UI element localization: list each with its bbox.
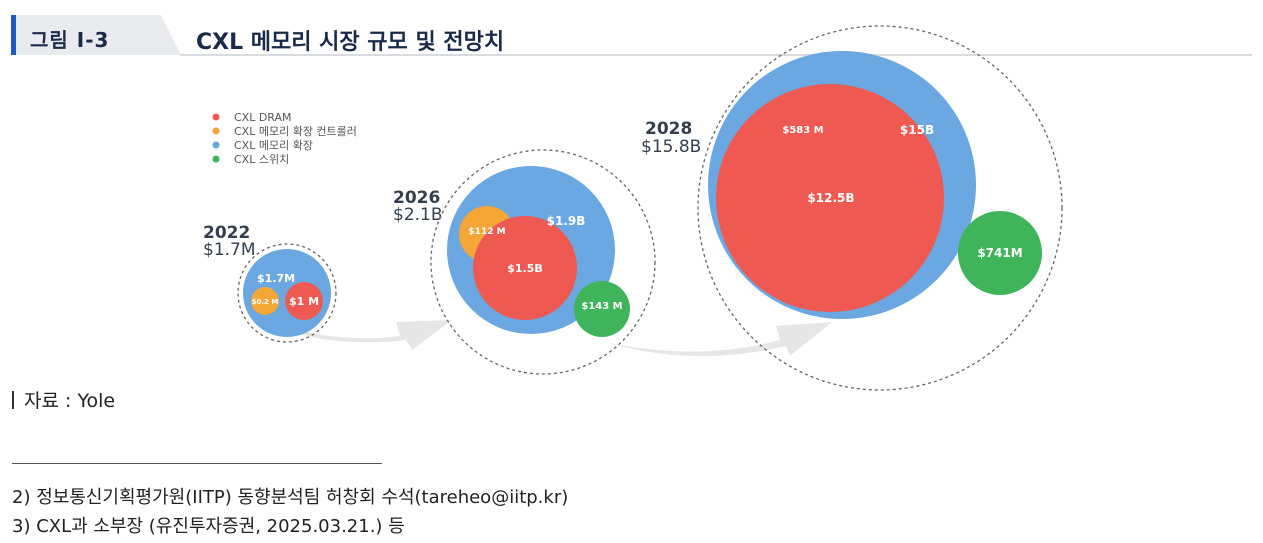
label-controller-2026: $112 M bbox=[468, 227, 505, 237]
header-rule bbox=[180, 54, 1252, 56]
figure-header: 그림 I-3 CXL 메모리 시장 규모 및 전망치 bbox=[0, 10, 1252, 58]
label-dram-2022: $1 M bbox=[289, 295, 319, 308]
bubble-switch-2026 bbox=[574, 281, 630, 337]
legend-label-expansion: CXL 메모리 확장 bbox=[234, 139, 313, 152]
bubble-controller-2022 bbox=[251, 287, 279, 315]
source-bar bbox=[12, 391, 14, 409]
header-tab bbox=[16, 15, 181, 55]
legend-label-dram: CXL DRAM bbox=[234, 111, 292, 124]
figure-title: CXL 메모리 시장 규모 및 전망치 bbox=[196, 30, 505, 55]
group-2028: 2028 $15.8B $15B $583 M $12.5B $741M bbox=[641, 25, 1063, 391]
label-dram-2026: $1.5B bbox=[507, 262, 543, 275]
label-controller-2022: $0.2 M bbox=[252, 298, 279, 306]
total-2022: $1.7M bbox=[203, 240, 256, 260]
legend-label-controller: CXL 메모리 확장 컨트롤러 bbox=[234, 125, 357, 138]
bubble-switch-2028 bbox=[958, 211, 1042, 295]
year-2026: 2026 bbox=[393, 188, 440, 208]
bubble-dram-2022 bbox=[285, 282, 323, 320]
bubble-dram-2028 bbox=[716, 84, 944, 312]
label-switch-2028: $741M bbox=[977, 246, 1022, 260]
label-expansion-2022: $1.7M bbox=[257, 272, 295, 285]
year-2028: 2028 bbox=[645, 119, 692, 139]
bubble-dram-2026 bbox=[473, 216, 577, 320]
label-controller-2028: $583 M bbox=[782, 125, 823, 136]
footnote-rule bbox=[12, 463, 382, 464]
source-note: 자료 : Yole bbox=[12, 386, 115, 413]
arrow-2026-2028 bbox=[605, 322, 832, 357]
label-expansion-2028: $15B bbox=[900, 123, 934, 137]
legend-marker-switch bbox=[212, 155, 220, 163]
outline-2026 bbox=[430, 149, 656, 375]
outline-2028 bbox=[697, 25, 1063, 391]
outline-2022 bbox=[237, 243, 337, 343]
group-2022: 2022 $1.7M $1.7M $0.2 M $1 M bbox=[203, 223, 337, 343]
legend-marker-controller bbox=[212, 127, 220, 135]
legend: CXL DRAM CXL 메모리 확장 컨트롤러 CXL 메모리 확장 CXL … bbox=[212, 111, 357, 166]
total-2026: $2.1B bbox=[393, 205, 443, 225]
header-accent-bar bbox=[11, 15, 16, 55]
legend-label-switch: CXL 스위치 bbox=[234, 153, 289, 166]
total-2028: $15.8B bbox=[641, 137, 701, 157]
label-dram-2028: $12.5B bbox=[807, 191, 854, 205]
group-2026: 2026 $2.1B $1.9B $112 M $1.5B $143 M bbox=[393, 149, 656, 375]
label-switch-2026: $143 M bbox=[581, 301, 622, 312]
year-2022: 2022 bbox=[203, 223, 250, 243]
arrow-2022-2026 bbox=[258, 318, 452, 350]
label-expansion-2026: $1.9B bbox=[547, 214, 586, 228]
legend-marker-expansion bbox=[212, 141, 220, 149]
source-text: 자료 : Yole bbox=[24, 390, 116, 412]
figure-number: 그림 I-3 bbox=[30, 28, 110, 52]
footnote-2: 2) 정보통신기획평가원(IITP) 동향분석팀 허창회 수석(tareheo@… bbox=[12, 487, 569, 508]
legend-marker-dram bbox=[212, 113, 220, 121]
footnote-3: 3) CXL과 소부장 (유진투자증권, 2025.03.21.) 등 bbox=[12, 516, 405, 537]
